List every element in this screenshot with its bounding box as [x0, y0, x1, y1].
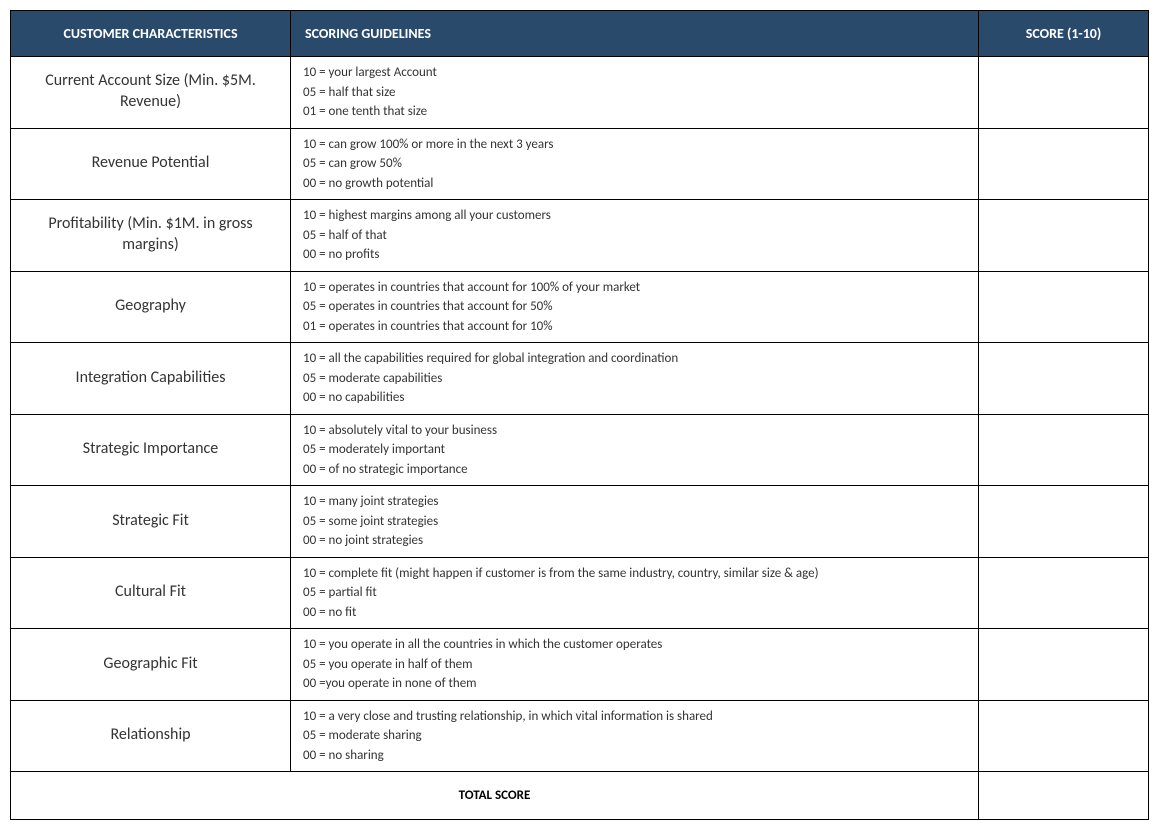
characteristic-cell: Revenue Potential — [11, 128, 291, 200]
guideline-cell: 10 = can grow 100% or more in the next 3… — [291, 128, 979, 200]
table-row: Integration Capabilities 10 = all the ca… — [11, 343, 1149, 415]
score-cell[interactable] — [979, 414, 1149, 486]
characteristic-cell: Current Account Size (Min. $5M. Revenue) — [11, 57, 291, 129]
guideline-cell: 10 = highest margins among all your cust… — [291, 200, 979, 272]
header-characteristics: CUSTOMER CHARACTERISTICS — [11, 11, 291, 57]
table-row: Geographic Fit 10 = you operate in all t… — [11, 629, 1149, 701]
header-guidelines: SCORING GUIDELINES — [291, 11, 979, 57]
scoring-table: CUSTOMER CHARACTERISTICS SCORING GUIDELI… — [10, 10, 1149, 820]
guideline-cell: 10 = your largest Account 05 = half that… — [291, 57, 979, 129]
characteristic-cell: Strategic Importance — [11, 414, 291, 486]
table-row: Current Account Size (Min. $5M. Revenue)… — [11, 57, 1149, 129]
guideline-cell: 10 = operates in countries that account … — [291, 271, 979, 343]
guideline-cell: 10 = absolutely vital to your business 0… — [291, 414, 979, 486]
total-score-cell[interactable] — [979, 772, 1149, 820]
characteristic-cell: Profitability (Min. $1M. in gross margin… — [11, 200, 291, 272]
table-row: Revenue Potential 10 = can grow 100% or … — [11, 128, 1149, 200]
characteristic-cell: Integration Capabilities — [11, 343, 291, 415]
guideline-cell: 10 = many joint strategies 05 = some joi… — [291, 486, 979, 558]
characteristic-cell: Geography — [11, 271, 291, 343]
characteristic-cell: Geographic Fit — [11, 629, 291, 701]
guideline-cell: 10 = all the capabilities required for g… — [291, 343, 979, 415]
score-cell[interactable] — [979, 557, 1149, 629]
score-cell[interactable] — [979, 128, 1149, 200]
score-cell[interactable] — [979, 486, 1149, 558]
total-label-cell: TOTAL SCORE — [11, 772, 979, 820]
total-row: TOTAL SCORE — [11, 772, 1149, 820]
guideline-cell: 10 = complete fit (might happen if custo… — [291, 557, 979, 629]
characteristic-cell: Cultural Fit — [11, 557, 291, 629]
table-row: Cultural Fit 10 = complete fit (might ha… — [11, 557, 1149, 629]
table-body: Current Account Size (Min. $5M. Revenue)… — [11, 57, 1149, 772]
score-cell[interactable] — [979, 343, 1149, 415]
score-cell[interactable] — [979, 271, 1149, 343]
characteristic-cell: Strategic Fit — [11, 486, 291, 558]
table-row: Strategic Importance 10 = absolutely vit… — [11, 414, 1149, 486]
header-row: CUSTOMER CHARACTERISTICS SCORING GUIDELI… — [11, 11, 1149, 57]
score-cell[interactable] — [979, 200, 1149, 272]
table-row: Geography 10 = operates in countries tha… — [11, 271, 1149, 343]
score-cell[interactable] — [979, 57, 1149, 129]
guideline-cell: 10 = you operate in all the countries in… — [291, 629, 979, 701]
table-row: Profitability (Min. $1M. in gross margin… — [11, 200, 1149, 272]
score-cell[interactable] — [979, 629, 1149, 701]
header-score: SCORE (1-10) — [979, 11, 1149, 57]
table-row: Strategic Fit 10 = many joint strategies… — [11, 486, 1149, 558]
